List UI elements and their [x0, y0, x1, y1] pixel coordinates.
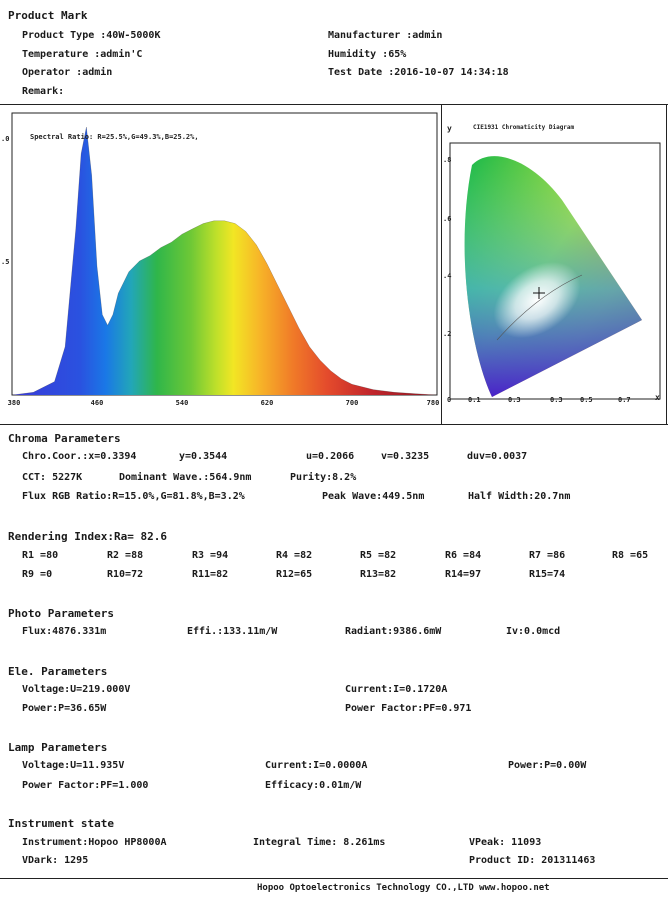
cie-y-label: y: [447, 124, 452, 133]
footer-rule: [0, 878, 668, 879]
chroma-x: Chro.Coor.:x=0.3394: [22, 451, 137, 462]
spectrum-x-tick: 780: [427, 399, 440, 407]
r13: R13=82: [360, 569, 397, 580]
cie-x-tick: 0.3: [508, 396, 521, 404]
ele-power: Power:P=36.65W: [22, 703, 107, 714]
operator: Operator :admin: [22, 67, 113, 78]
cie-y-tick: .2: [443, 330, 452, 338]
ele-current: Current:I=0.1720A: [345, 684, 448, 695]
manufacturer: Manufacturer :admin: [328, 30, 443, 41]
r15: R15=74: [529, 569, 566, 580]
spectrum-x-tick: 460: [91, 399, 104, 407]
instrument-title: Instrument state: [8, 817, 114, 830]
r4: R4 =82: [276, 550, 313, 561]
top-rule: [0, 104, 668, 105]
charts-bottom-rule: [0, 424, 668, 425]
vpeak: VPeak: 11093: [469, 837, 542, 848]
cie-x-tick: 0.3: [550, 396, 563, 404]
half-width: Half Width:20.7nm: [468, 491, 571, 502]
temperature: Temperature :admin'C: [22, 49, 143, 60]
r10: R10=72: [107, 569, 144, 580]
ele-voltage: Voltage:U=219.000V: [22, 684, 131, 695]
radiant: Radiant:9386.6mW: [345, 626, 442, 637]
r11: R11=82: [192, 569, 229, 580]
r12: R12=65: [276, 569, 313, 580]
cie-white-region: [493, 261, 581, 339]
iv: Iv:0.0mcd: [506, 626, 561, 637]
lamp-title: Lamp Parameters: [8, 741, 108, 754]
spectrum-x-tick: 380: [8, 399, 21, 407]
dominant-wave: Dominant Wave.:564.9nm: [119, 472, 252, 483]
spectrum-title: Spectral Ratio: R=25.5%,G=49.3%,B=25.2%,: [30, 133, 199, 141]
vdark: VDark: 1295: [22, 855, 89, 866]
ele-title: Ele. Parameters: [8, 665, 108, 678]
lamp-power-factor: Power Factor:PF=1.000: [22, 780, 149, 791]
lamp-voltage: Voltage:U=11.935V: [22, 760, 125, 771]
r9: R9 =0: [22, 569, 53, 580]
planckian-locus: [496, 274, 583, 341]
purity: Purity:8.2%: [290, 472, 357, 483]
r2: R2 =88: [107, 550, 144, 561]
spectrum-y-tick: .0: [1, 135, 9, 143]
chroma-y: y=0.3544: [179, 451, 228, 462]
cie-x-tick: 0: [447, 396, 452, 404]
product-type: Product Type :40W-5000K: [22, 30, 161, 41]
cie-plot-frame: [449, 142, 661, 400]
cie-title: CIE1931 Chromaticity Diagram: [473, 124, 575, 131]
chroma-v: v=0.3235: [381, 451, 430, 462]
product-mark-title: Product Mark: [8, 9, 88, 22]
flux: Flux:4876.331m: [22, 626, 107, 637]
spectrum-x-tick: 700: [346, 399, 359, 407]
lamp-efficacy: Efficacy:0.01m/W: [265, 780, 362, 791]
r6: R6 =84: [445, 550, 482, 561]
spectrum-x-tick: 540: [176, 399, 189, 407]
chart-right-edge: [666, 104, 667, 424]
lamp-power: Power:P=0.00W: [508, 760, 587, 771]
cie-y-tick: .8: [443, 156, 452, 164]
r5: R5 =82: [360, 550, 397, 561]
lamp-current: Current:I=0.0000A: [265, 760, 368, 771]
flux-rgb-ratio: Flux RGB Ratio:R=15.0%,G=81.8%,B=3.2%: [22, 491, 245, 502]
cie-x-tick: 0.7: [618, 396, 631, 404]
chroma-duv: duv=0.0037: [467, 451, 528, 462]
r7: R7 =86: [529, 550, 566, 561]
cie-x-tick: 0.1: [468, 396, 481, 404]
efficacy: Effi.:133.11m/W: [187, 626, 278, 637]
spectrum-series-line: [11, 126, 438, 396]
cie-y-tick: .4: [443, 272, 452, 280]
chart-divider: [441, 104, 442, 424]
remark: Remark:: [22, 86, 65, 97]
cie-y-tick: .6: [443, 215, 452, 223]
ele-power-factor: Power Factor:PF=0.971: [345, 703, 472, 714]
cie-chart: [449, 142, 661, 400]
test-date: Test Date :2016-10-07 14:34:18: [328, 67, 509, 78]
footer-text: Hopoo Optoelectronics Technology CO.,LTD…: [257, 883, 550, 893]
spectrum-y-tick: .5: [1, 258, 9, 266]
instrument-model: Instrument:Hopoo HP8000A: [22, 837, 167, 848]
photo-title: Photo Parameters: [8, 607, 114, 620]
integral-time: Integral Time: 8.261ms: [253, 837, 386, 848]
peak-wave: Peak Wave:449.5nm: [322, 491, 425, 502]
cie-x-label: x: [655, 393, 660, 402]
spectrum-chart: 380 460 540 620 700 780 .0 .5: [1, 112, 440, 407]
chroma-title: Chroma Parameters: [8, 432, 121, 445]
r14: R14=97: [445, 569, 482, 580]
cie-x-tick: 0.5: [580, 396, 593, 404]
chroma-u: u=0.2066: [306, 451, 355, 462]
spectrum-x-tick: 620: [261, 399, 274, 407]
r8: R8 =65: [612, 550, 649, 561]
spectrum-series-area: [12, 127, 437, 395]
cct: CCT: 5227K: [22, 472, 83, 483]
r1: R1 =80: [22, 550, 59, 561]
product-id: Product ID: 201311463: [469, 855, 596, 866]
humidity: Humidity :65%: [328, 49, 407, 60]
r3: R3 =94: [192, 550, 229, 561]
rendering-title: Rendering Index:Ra= 82.6: [8, 530, 167, 543]
